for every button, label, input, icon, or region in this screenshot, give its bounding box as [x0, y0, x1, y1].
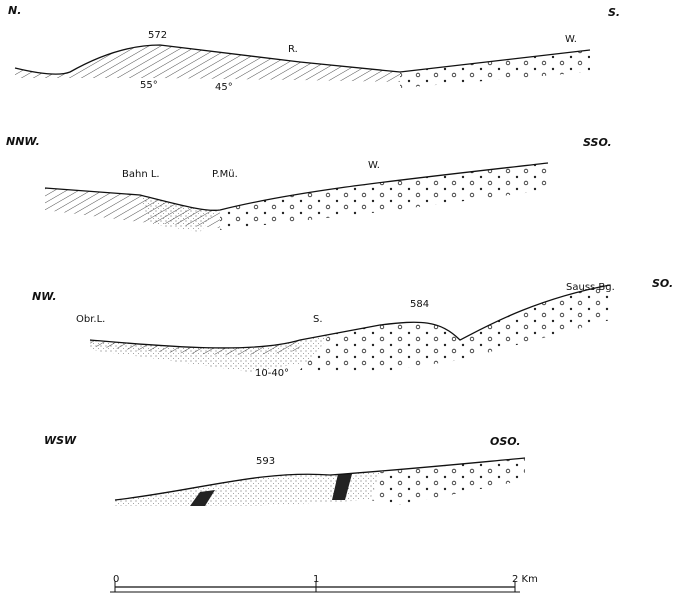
direction-left: N. — [8, 4, 21, 17]
gravel-layer — [300, 285, 610, 372]
scale-label: 1 — [313, 574, 319, 585]
dip-angle: 45° — [215, 82, 233, 93]
scale-bar: 0 1 2 Km — [110, 574, 538, 592]
direction-right: S. — [608, 6, 620, 19]
dip-angle: 10-40° — [255, 368, 289, 379]
place-label: R. — [288, 44, 298, 55]
direction-left: NW. — [32, 290, 57, 303]
place-label: W. — [368, 160, 380, 171]
place-label: Obr.L. — [76, 314, 105, 325]
place-label: P.Mü. — [212, 169, 238, 180]
elevation: 584 — [410, 299, 429, 310]
geological-profiles: N. S. 572 R. W. 55° 45° NNW. SSO. Bahn L… — [0, 0, 676, 598]
elevation: 572 — [148, 30, 167, 41]
direction-left: NNW. — [6, 135, 40, 148]
place-label: W. — [565, 34, 577, 45]
direction-left: WSW — [44, 434, 77, 447]
place-label: Bahn L. — [122, 169, 160, 180]
place-label: S. — [313, 314, 323, 325]
profile-3: NW. SO. Obr.L. S. 584 Sauss Bg. 10-40° — [32, 277, 673, 379]
profile-4: WSW OSO. 593 — [44, 434, 525, 506]
dip-angle: 55° — [140, 80, 158, 91]
scale-label: 0 — [113, 574, 119, 585]
profile-1: N. S. 572 R. W. 55° 45° — [8, 4, 620, 93]
direction-right: SSO. — [583, 136, 612, 149]
profile-2: NNW. SSO. Bahn L. P.Mü. W. — [6, 135, 612, 232]
place-label: Sauss Bg. — [566, 282, 615, 293]
scale-label: 2 Km — [512, 574, 538, 585]
direction-right: SO. — [652, 277, 673, 290]
gravel-layer — [220, 163, 548, 230]
elevation: 593 — [256, 456, 275, 467]
direction-right: OSO. — [490, 435, 521, 448]
